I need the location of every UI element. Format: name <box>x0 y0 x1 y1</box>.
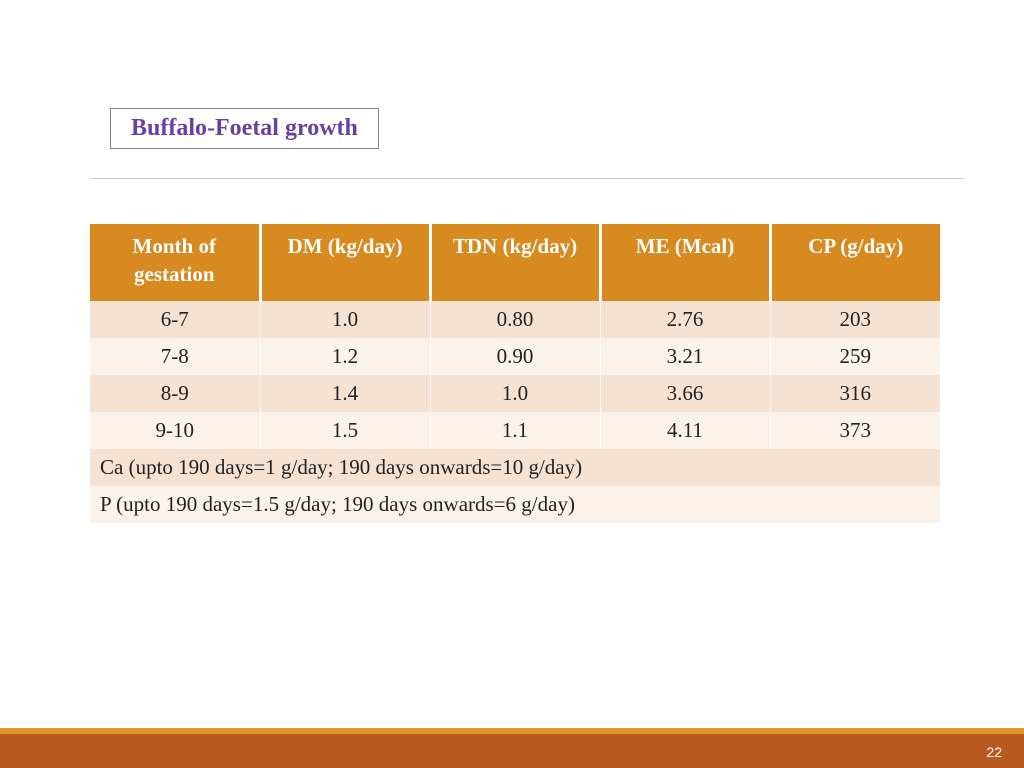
data-table: Month of gestation DM (kg/day) TDN (kg/d… <box>90 224 940 523</box>
note-cell: Ca (upto 190 days=1 g/day; 190 days onwa… <box>90 449 940 486</box>
cell: 373 <box>770 412 940 449</box>
cell: 259 <box>770 338 940 375</box>
table-row: 7-8 1.2 0.90 3.21 259 <box>90 338 940 375</box>
cell: 203 <box>770 301 940 338</box>
cell: 3.21 <box>600 338 770 375</box>
cell: 4.11 <box>600 412 770 449</box>
table-header-row: Month of gestation DM (kg/day) TDN (kg/d… <box>90 224 940 301</box>
cell: 9-10 <box>90 412 260 449</box>
page-number: 22 <box>986 744 1002 760</box>
cell: 0.90 <box>430 338 600 375</box>
cell: 1.0 <box>430 375 600 412</box>
footer-bar: 22 <box>0 734 1024 768</box>
cell: 3.66 <box>600 375 770 412</box>
cell: 0.80 <box>430 301 600 338</box>
table-row: 9-10 1.5 1.1 4.11 373 <box>90 412 940 449</box>
cell: 1.0 <box>260 301 430 338</box>
cell: 2.76 <box>600 301 770 338</box>
slide-title: Buffalo-Foetal growth <box>131 115 358 141</box>
note-cell: P (upto 190 days=1.5 g/day; 190 days onw… <box>90 486 940 523</box>
divider-line <box>90 178 964 179</box>
title-box: Buffalo-Foetal growth <box>110 108 379 149</box>
cell: 6-7 <box>90 301 260 338</box>
cell: 8-9 <box>90 375 260 412</box>
table-row: 6-7 1.0 0.80 2.76 203 <box>90 301 940 338</box>
table-row: 8-9 1.4 1.0 3.66 316 <box>90 375 940 412</box>
table-note-row: Ca (upto 190 days=1 g/day; 190 days onwa… <box>90 449 940 486</box>
footer-stripe <box>0 728 1024 734</box>
cell: 7-8 <box>90 338 260 375</box>
col-header: CP (g/day) <box>770 224 940 301</box>
col-header: DM (kg/day) <box>260 224 430 301</box>
cell: 1.1 <box>430 412 600 449</box>
col-header: ME (Mcal) <box>600 224 770 301</box>
col-header: TDN (kg/day) <box>430 224 600 301</box>
cell: 316 <box>770 375 940 412</box>
col-header: Month of gestation <box>90 224 260 301</box>
table-note-row: P (upto 190 days=1.5 g/day; 190 days onw… <box>90 486 940 523</box>
cell: 1.4 <box>260 375 430 412</box>
cell: 1.5 <box>260 412 430 449</box>
data-table-wrap: Month of gestation DM (kg/day) TDN (kg/d… <box>90 224 940 523</box>
slide: Buffalo-Foetal growth Month of gestation… <box>0 0 1024 768</box>
cell: 1.2 <box>260 338 430 375</box>
